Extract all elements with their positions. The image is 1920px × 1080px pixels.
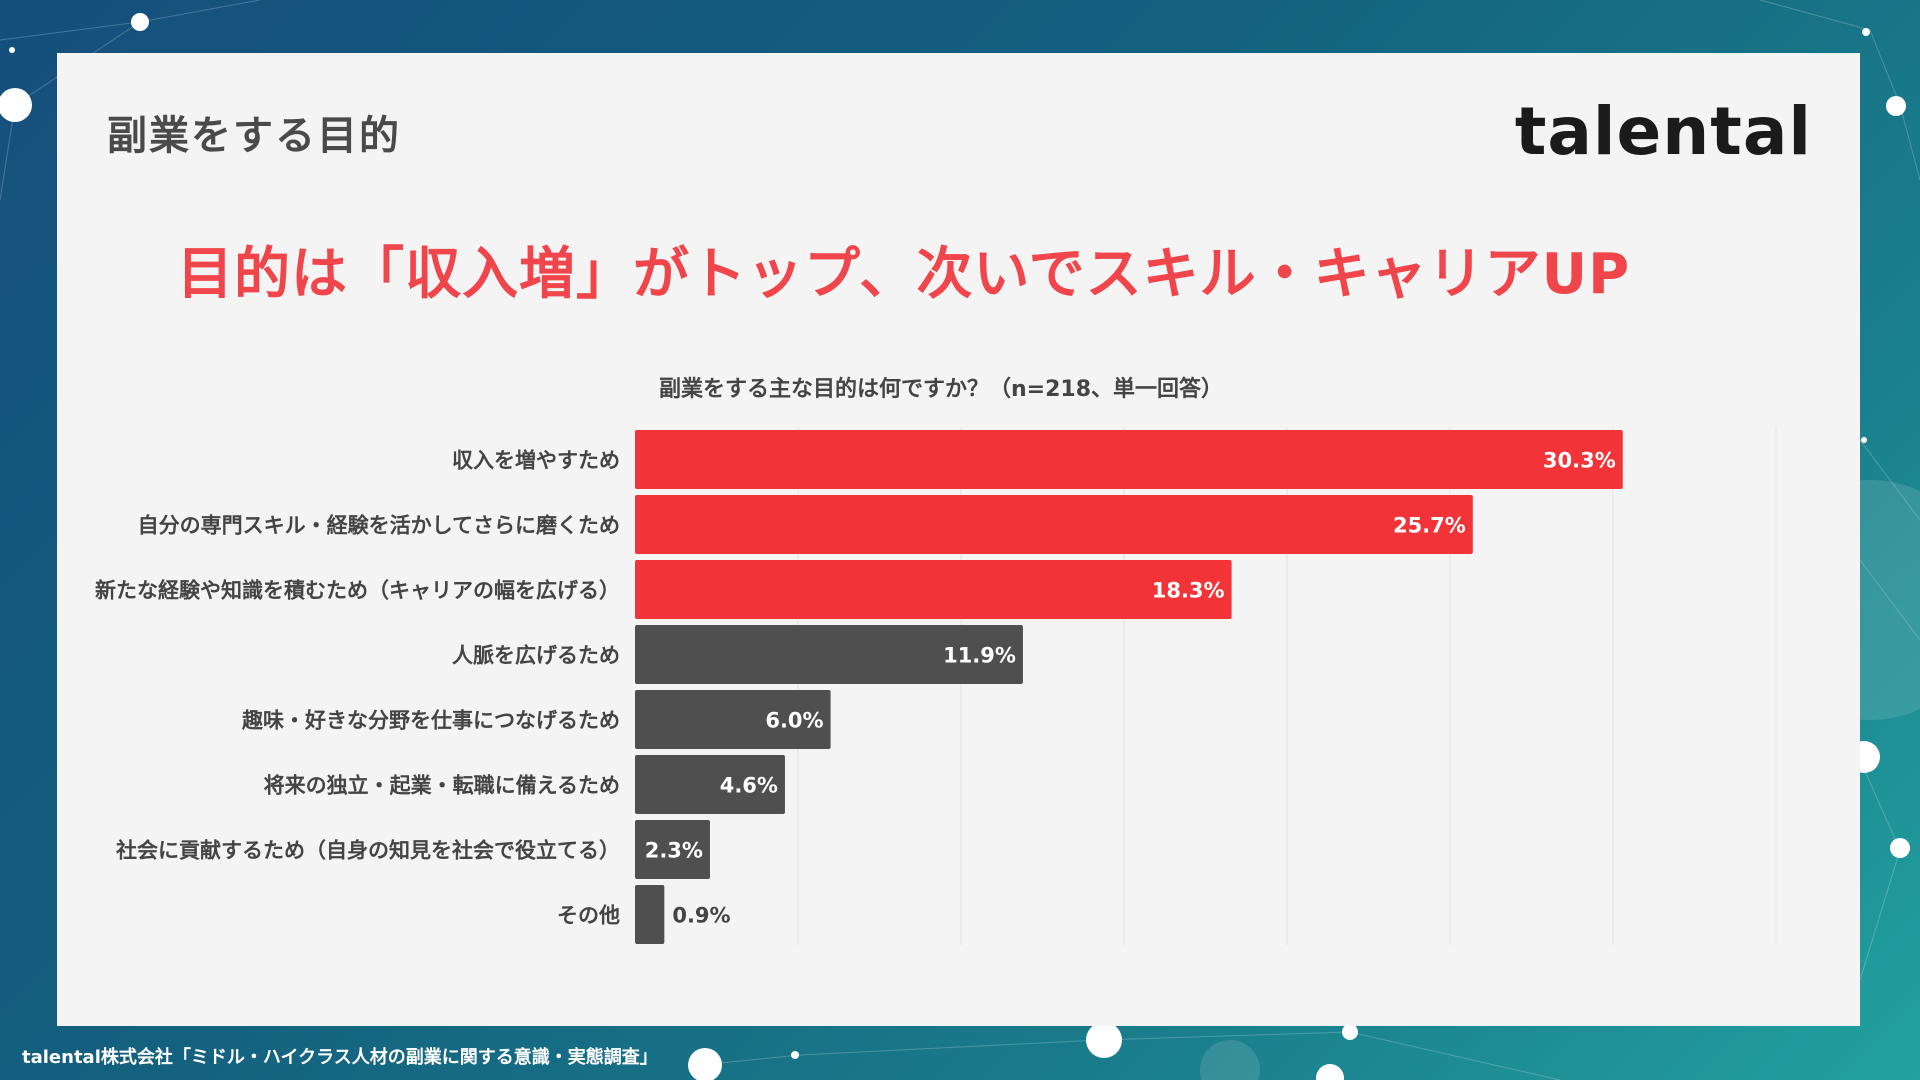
bar [635, 885, 665, 944]
category-label: その他 [557, 904, 620, 928]
value-label: 18.3% [1152, 579, 1225, 603]
category-label: 収入を増やすため [452, 449, 620, 473]
bar [635, 625, 1023, 684]
section-title: 副業をする目的 [107, 113, 401, 159]
bar [635, 495, 1473, 554]
bar [635, 430, 1623, 489]
headline: 目的は「収入増」がトップ、次いでスキル・キャリアUP [177, 242, 1631, 307]
value-label: 6.0% [765, 709, 823, 733]
value-label: 2.3% [645, 839, 703, 863]
value-label: 11.9% [943, 644, 1016, 668]
category-label: 人脈を広げるため [452, 644, 620, 668]
bar [635, 820, 710, 879]
value-label: 4.6% [720, 774, 778, 798]
category-label: 趣味・好きな分野を仕事につなげるため [241, 709, 620, 733]
chart-bars: 収入を増やすため 30.3% 自分の専門スキル・経験を活かしてさらに磨くため 25.7… [95, 430, 1623, 944]
category-label: 自分の専門スキル・経験を活かしてさらに磨くため [138, 514, 620, 538]
footer-source: talental株式会社「ミドル・ハイクラス人材の副業に関する意識・実態調査」 [22, 1047, 658, 1068]
bar [635, 755, 785, 814]
category-label: 社会に貢献するため（自身の知見を社会で役立てる） [115, 839, 620, 863]
bar [635, 560, 1232, 619]
chart-title: 副業をする主な目的は何ですか？（n=218、単一回答） [659, 377, 1224, 402]
bar [635, 690, 831, 749]
category-label: 新たな経験や知識を積むため（キャリアの幅を広げる） [95, 579, 620, 603]
talental-logo: talental [1514, 93, 1812, 170]
value-label: 0.9% [672, 904, 730, 928]
category-label: 将来の独立・起業・転職に備えるため [264, 774, 620, 798]
value-label: 25.7% [1393, 514, 1466, 538]
content-card: 副業をする目的 talental 目的は「収入増」がトップ、次いでスキル・キャリ… [57, 53, 1860, 1026]
value-label: 30.3% [1543, 449, 1616, 473]
